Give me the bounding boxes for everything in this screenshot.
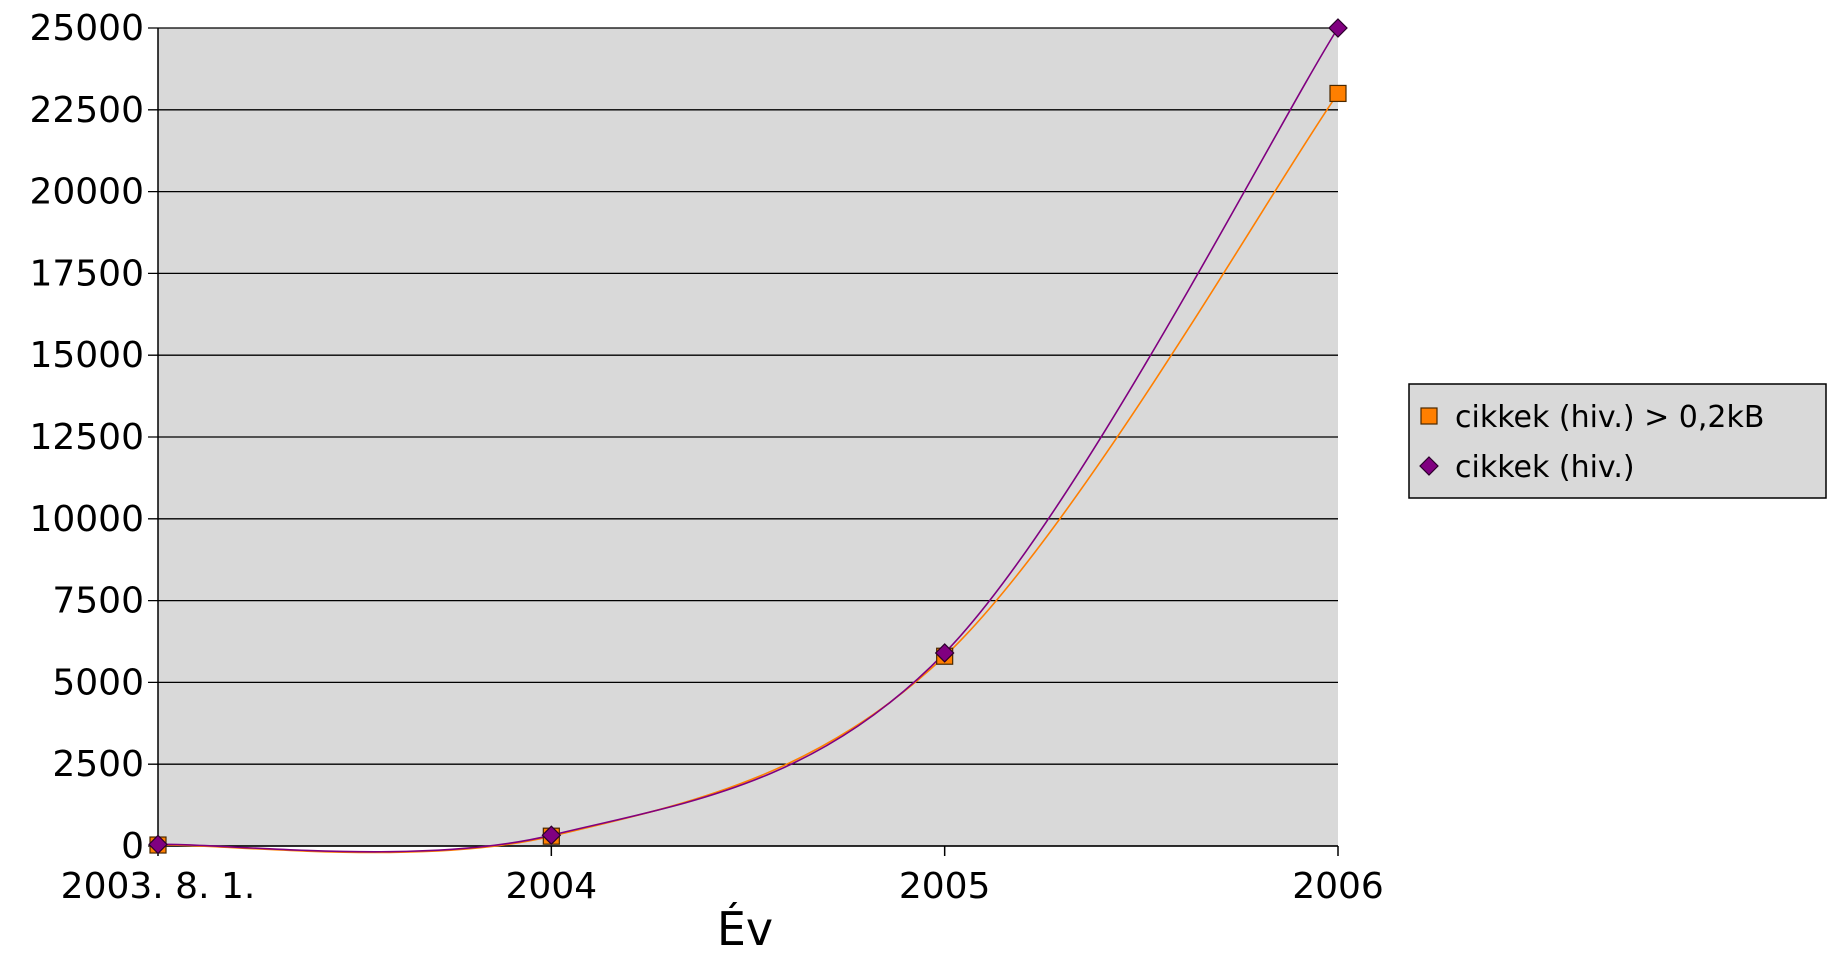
y-tick-label: 0: [121, 826, 144, 867]
y-tick-label: 2500: [52, 744, 144, 785]
x-tick-label: 2004: [506, 866, 598, 907]
legend-box: [1408, 383, 1827, 499]
data-point-diamond: [1328, 18, 1348, 38]
x-tick-label: 2005: [899, 866, 991, 907]
tick-labels: 0 2500 5000 7500 10000 12500 15000 17500 20000 22…: [29, 8, 1383, 907]
data-markers: [148, 18, 1348, 855]
y-tick-label: 7500: [52, 581, 144, 622]
y-tick-label: 10000: [29, 499, 144, 540]
legend-label: cikkek (hiv.) > 0,2kB: [1455, 400, 1764, 435]
data-point-diamond: [934, 643, 955, 663]
data-point-diamond: [148, 834, 168, 855]
x-tick-label: 2003. 8. 1.: [61, 866, 256, 907]
y-tick-label: 17500: [29, 253, 144, 294]
data-point-diamond: [541, 825, 562, 846]
gridlines: [148, 27, 1338, 847]
legend-marker-diamond: [1419, 456, 1439, 476]
data-point-square: [1329, 84, 1347, 103]
x-axis-title: Év: [717, 902, 773, 956]
legend-label: cikkek (hiv.): [1455, 450, 1635, 485]
y-tick-label: 25000: [29, 8, 144, 49]
legend: cikkek (hiv.) > 0,2kB cikkek (hiv.): [1408, 383, 1827, 499]
legend-marker-square: [1420, 407, 1438, 425]
y-tick-label: 15000: [29, 335, 144, 376]
y-tick-label: 22500: [29, 90, 144, 131]
series-line-2: [157, 27, 1339, 853]
x-tick-label: 2006: [1292, 866, 1384, 907]
y-tick-label: 12500: [29, 417, 144, 458]
y-tick-label: 5000: [52, 662, 144, 703]
series-lines: [157, 27, 1339, 854]
y-tick-label: 20000: [29, 172, 144, 213]
